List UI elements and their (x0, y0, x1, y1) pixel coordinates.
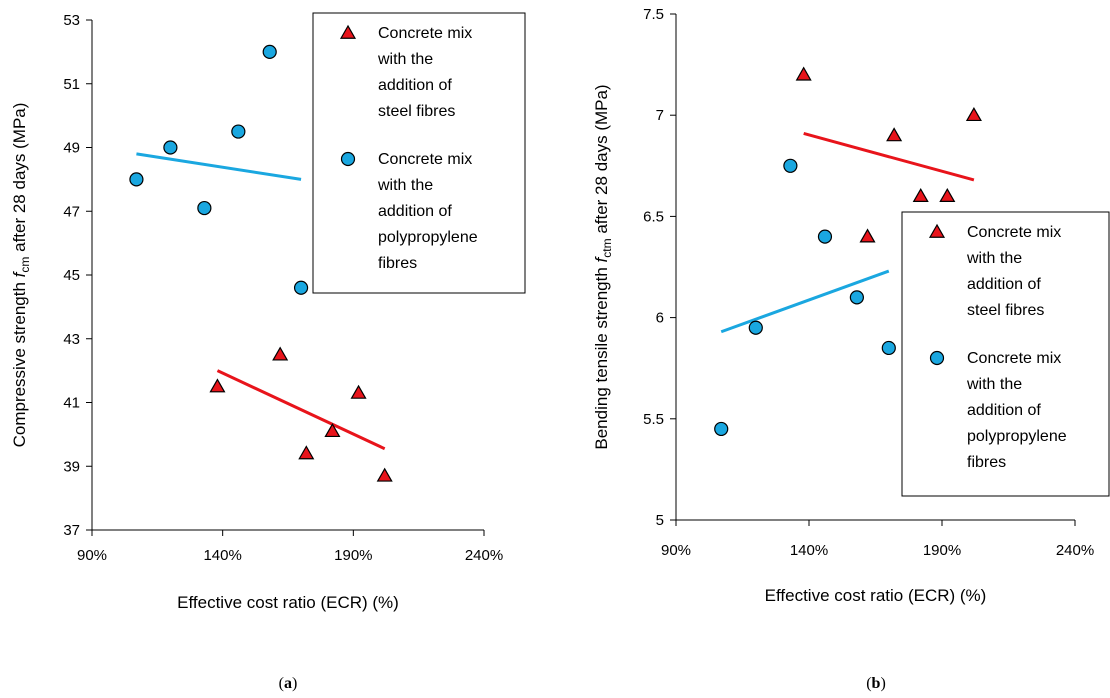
steel-data-point (324, 422, 341, 438)
steel-data-point (376, 467, 393, 482)
steel-data-point (272, 346, 289, 361)
polypropylene-data-point (231, 124, 246, 139)
polypropylene-data-point (881, 340, 896, 356)
y-tick-label: 5.5 (643, 411, 664, 428)
steel-trend-line (216, 369, 386, 451)
polypropylene-data-point (748, 320, 763, 335)
panel-label: (b) (866, 675, 886, 692)
steel-data-point (965, 106, 982, 122)
legend-entry-text: polypropylene (967, 428, 1067, 445)
y-axis-title-prefix: Compressive strength (10, 277, 29, 447)
legend-entry-text: steel fibres (378, 103, 455, 120)
polypropylene-data-point (163, 140, 178, 155)
chart-panel-b: 5 5.5 6 6.5 7 7.5 90% 140% 190% 240% Effective cos… (592, 6, 1110, 692)
legend-polypropylene-marker (340, 151, 356, 167)
y-axis-title-subscript: cm (18, 257, 32, 273)
x-tick-label: 240% (1056, 542, 1094, 559)
y-tick-label: 7 (656, 107, 664, 124)
y-tick-label: 6.5 (643, 208, 664, 225)
steel-data-point (795, 66, 812, 81)
y-tick-label: 53 (63, 12, 80, 29)
legend-entry-text: polypropylene (378, 229, 478, 246)
legend-entry-text: Concrete mix (378, 151, 472, 168)
legend-entry-text: Concrete mix (967, 224, 1061, 241)
steel-data-point (350, 384, 367, 399)
x-tick-label: 90% (77, 547, 107, 564)
polypropylene-trend-line (720, 269, 890, 334)
y-axis-title: Bending tensile strength fctm after 28 d… (592, 84, 614, 449)
legend-entry-text: with the (377, 51, 433, 68)
y-tick-label: 47 (63, 203, 80, 220)
panel-letter: b (872, 675, 881, 692)
steel-data-point (912, 187, 929, 203)
y-axis-title-suffix: after 28 days (MPa) (592, 84, 611, 238)
polypropylene-data-point (849, 290, 864, 305)
y-axis-title-symbol: f (10, 270, 29, 277)
legend-entry-text: addition of (378, 203, 452, 220)
x-tick-label: 190% (334, 547, 372, 564)
legend-entry-text: addition of (378, 77, 452, 94)
x-tick-label: 240% (465, 547, 503, 564)
polypropylene-data-point (817, 229, 833, 244)
chart-panel-a: 37 39 41 43 45 47 49 51 53 90% 140% 190% 240% Effecti… (10, 12, 526, 692)
legend-entry-text: addition of (967, 402, 1041, 419)
y-tick-label: 5 (656, 512, 664, 529)
steel-data-point (209, 378, 226, 393)
x-tick-label: 140% (790, 542, 828, 559)
y-axis-title-subscript: ctm (600, 238, 614, 257)
steel-data-point (886, 127, 903, 142)
y-axis-title-prefix: Bending tensile strength (592, 262, 611, 449)
x-axis-title: Effective cost ratio (ECR) (%) (177, 593, 399, 612)
polypropylene-trend-line (136, 152, 302, 181)
legend-steel-marker (928, 223, 946, 238)
polypropylene-data-point (262, 44, 277, 59)
y-tick-label: 37 (63, 522, 80, 539)
x-tick-label: 140% (203, 547, 241, 564)
legend-entry-text: fibres (378, 255, 417, 272)
legend-entry-text: with the (377, 177, 433, 194)
polypropylene-data-point (714, 421, 729, 437)
y-axis-title-symbol: f (592, 255, 611, 262)
polypropylene-data-point (783, 158, 798, 173)
legend-steel-marker (339, 24, 357, 39)
legend-entry-text: with the (966, 250, 1022, 267)
y-tick-label: 49 (63, 140, 80, 157)
y-tick-label: 39 (63, 458, 80, 475)
panel-letter: a (284, 675, 292, 692)
x-tick-label: 190% (923, 542, 961, 559)
polypropylene-data-point (293, 280, 309, 295)
legend-entry-text: steel fibres (967, 302, 1044, 319)
polypropylene-data-point (129, 172, 144, 187)
polypropylene-data-point (197, 200, 212, 216)
y-tick-label: 43 (63, 331, 80, 348)
x-tick-label: 90% (661, 542, 691, 559)
steel-data-point (939, 187, 956, 203)
y-tick-label: 45 (63, 267, 80, 284)
panel-label: (a) (279, 675, 298, 692)
legend-entry-text: Concrete mix (378, 25, 472, 42)
y-axis-title-suffix: after 28 days (MPa) (10, 103, 29, 257)
y-axis-title: Compressive strength fcm after 28 days (… (10, 103, 32, 448)
legend-entry-text: Concrete mix (967, 350, 1061, 367)
y-tick-label: 7.5 (643, 6, 664, 23)
steel-data-point (859, 228, 876, 243)
legend-polypropylene-marker (929, 350, 945, 366)
y-tick-label: 6 (656, 310, 664, 327)
y-tick-label: 51 (63, 76, 80, 93)
legend-entry-text: fibres (967, 454, 1006, 471)
steel-data-point (298, 445, 315, 460)
y-tick-label: 41 (63, 395, 80, 412)
x-axis-title: Effective cost ratio (ECR) (%) (765, 586, 987, 605)
legend-entry-text: with the (966, 376, 1022, 393)
legend-entry-text: addition of (967, 276, 1041, 293)
steel-trend-line (803, 131, 975, 182)
